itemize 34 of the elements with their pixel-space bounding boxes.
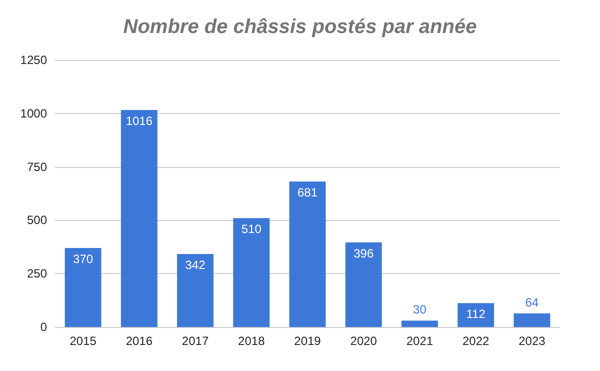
chart-title: Nombre de châssis postés par année	[123, 16, 477, 38]
y-tick-label: 1000	[20, 106, 48, 120]
bar	[233, 218, 270, 327]
y-tick-label: 750	[26, 160, 48, 174]
x-tick-label: 2016	[126, 334, 153, 348]
x-tick-label: 2019	[294, 334, 322, 348]
data-label: 1016	[126, 114, 153, 128]
x-tick-label: 2015	[70, 334, 97, 348]
bar	[458, 303, 494, 327]
data-label: 510	[241, 222, 262, 236]
bar	[345, 242, 382, 327]
x-tick-label: 2020	[350, 334, 378, 348]
x-tick-label: 2021	[406, 334, 434, 348]
y-tick-label: 1250	[20, 53, 48, 67]
data-label: 30	[413, 302, 427, 317]
bar	[514, 313, 550, 327]
data-label: 64	[525, 295, 539, 310]
bar	[64, 248, 102, 327]
data-label: 342	[185, 258, 206, 272]
x-tick-label: 2023	[518, 334, 546, 348]
data-label: 370	[73, 252, 94, 266]
y-tick-label: 500	[26, 213, 48, 228]
x-tick-label: 2018	[238, 334, 266, 348]
y-tick-label: 250	[26, 266, 48, 281]
x-tick-label: 2017	[182, 334, 209, 348]
bar	[289, 182, 326, 327]
data-label: 681	[297, 186, 318, 200]
data-label: 396	[354, 246, 374, 260]
bar	[177, 254, 214, 327]
bar	[401, 320, 438, 327]
data-label: 112	[466, 307, 486, 322]
bar	[120, 110, 158, 327]
y-tick-label: 0	[40, 320, 48, 334]
x-tick-label: 2022	[462, 334, 490, 348]
